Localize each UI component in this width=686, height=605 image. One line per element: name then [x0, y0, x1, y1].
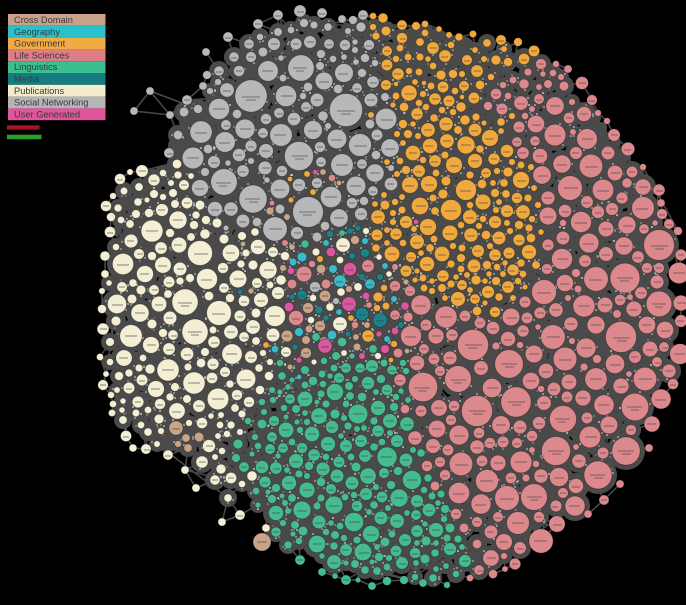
svg-text:Media: Media: [14, 74, 40, 84]
svg-text:Life Sciences: Life Sciences: [14, 50, 70, 60]
svg-text:User Generated: User Generated: [14, 109, 80, 119]
svg-text:Government: Government: [14, 39, 66, 49]
svg-text:Social Networking: Social Networking: [14, 98, 88, 108]
svg-text:Linguistics: Linguistics: [14, 62, 58, 72]
svg-text:Cross Domain: Cross Domain: [14, 15, 73, 25]
svg-text:Geography: Geography: [14, 27, 60, 37]
svg-text:Publications: Publications: [14, 86, 64, 96]
